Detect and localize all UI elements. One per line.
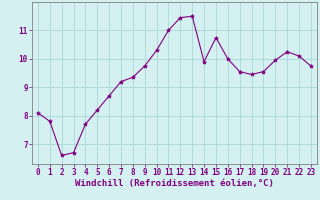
X-axis label: Windchill (Refroidissement éolien,°C): Windchill (Refroidissement éolien,°C) bbox=[75, 179, 274, 188]
